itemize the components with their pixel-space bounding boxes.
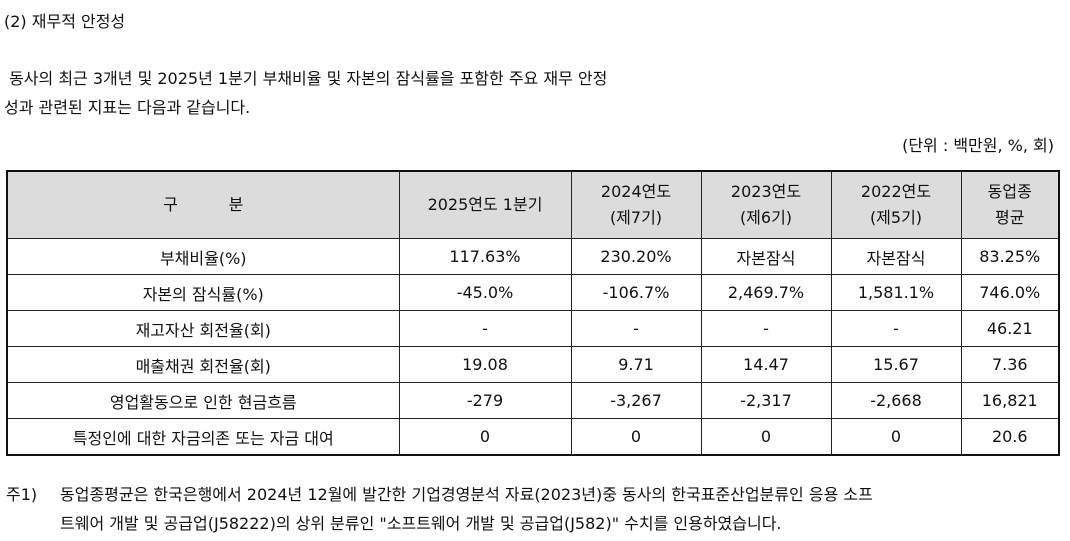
cell-industry-avg: 7.36 <box>960 346 1060 383</box>
intro-line-2: 성과 관련된 지표는 다음과 같습니다. <box>4 98 251 117</box>
table-row: 매출채권 회전율(회) 19.08 9.71 14.47 15.67 7.36 <box>6 346 1060 383</box>
header-2023-term: (제6기) <box>739 208 793 227</box>
cell-2023: -2,317 <box>700 382 832 419</box>
cell-2024: 0 <box>570 418 702 456</box>
section-heading: (2) 재무적 안정성 <box>4 12 126 31</box>
row-label: 재고자산 회전율(회) <box>6 310 400 347</box>
cell-2023: 0 <box>700 418 832 456</box>
cell-2025q1: -279 <box>398 382 572 419</box>
cell-2022: - <box>830 310 962 347</box>
header-2022: 2022연도 (제5기) <box>830 170 962 239</box>
cell-2023: 자본잠식 <box>700 238 832 275</box>
table-row: 영업활동으로 인한 현금흐름 -279 -3,267 -2,317 -2,668… <box>6 382 1060 419</box>
cell-2025q1: 0 <box>398 418 572 456</box>
header-2023-year: 2023연도 <box>730 182 802 201</box>
intro-paragraph: 동사의 최근 3개년 및 2025년 1분기 부채비율 및 자본의 잠식률을 포… <box>4 64 1064 122</box>
cell-2023: - <box>700 310 832 347</box>
header-2024-term: (제7기) <box>609 208 663 227</box>
table-row: 특정인에 대한 자금의존 또는 자금 대여 0 0 0 0 20.6 <box>6 418 1060 456</box>
header-2024-year: 2024연도 <box>600 182 672 201</box>
cell-industry-avg: 20.6 <box>960 418 1060 456</box>
cell-2023: 2,469.7% <box>700 274 832 311</box>
cell-2025q1: 19.08 <box>398 346 572 383</box>
table-row: 자본의 잠식률(%) -45.0% -106.7% 2,469.7% 1,581… <box>6 274 1060 311</box>
table-header-row: 구 분 2025연도 1분기 2024연도 (제7기) 2023연도 (제6기)… <box>6 170 1060 239</box>
cell-2022: -2,668 <box>830 382 962 419</box>
row-label: 매출채권 회전율(회) <box>6 346 400 383</box>
cell-2025q1: -45.0% <box>398 274 572 311</box>
header-industry-avg: 동업종 평균 <box>960 170 1060 239</box>
header-industry-avg-l2: 평균 <box>995 208 1025 227</box>
cell-2024: -106.7% <box>570 274 702 311</box>
intro-line-1: 동사의 최근 3개년 및 2025년 1분기 부채비율 및 자본의 잠식률을 포… <box>4 69 608 88</box>
row-label: 영업활동으로 인한 현금흐름 <box>6 382 400 419</box>
cell-2025q1: 117.63% <box>398 238 572 275</box>
header-category: 구 분 <box>6 170 400 239</box>
footnote-line-2: 트웨어 개발 및 공급업(J58222)의 상위 분류인 "소프트웨어 개발 및… <box>60 514 782 533</box>
cell-2022: 15.67 <box>830 346 962 383</box>
cell-2024: 9.71 <box>570 346 702 383</box>
header-2022-term: (제5기) <box>869 208 923 227</box>
cell-industry-avg: 83.25% <box>960 238 1060 275</box>
row-label: 부채비율(%) <box>6 238 400 275</box>
cell-2023: 14.47 <box>700 346 832 383</box>
cell-2024: - <box>570 310 702 347</box>
table-row: 재고자산 회전율(회) - - - - 46.21 <box>6 310 1060 347</box>
cell-industry-avg: 16,821 <box>960 382 1060 419</box>
header-2025q1: 2025연도 1분기 <box>398 170 572 239</box>
cell-2022: 자본잠식 <box>830 238 962 275</box>
cell-2022: 1,581.1% <box>830 274 962 311</box>
footnote-line-1: 동업종평균은 한국은행에서 2024년 12월에 발간한 기업경영분석 자료(2… <box>60 485 873 504</box>
header-2022-year: 2022연도 <box>860 182 932 201</box>
cell-2024: -3,267 <box>570 382 702 419</box>
table-row: 부채비율(%) 117.63% 230.20% 자본잠식 자본잠식 83.25% <box>6 238 1060 275</box>
cell-industry-avg: 46.21 <box>960 310 1060 347</box>
header-2024: 2024연도 (제7기) <box>570 170 702 239</box>
footnote-mark: 주1) <box>6 485 38 504</box>
cell-2024: 230.20% <box>570 238 702 275</box>
row-label: 자본의 잠식률(%) <box>6 274 400 311</box>
cell-industry-avg: 746.0% <box>960 274 1060 311</box>
footnote-body: 동업종평균은 한국은행에서 2024년 12월에 발간한 기업경영분석 자료(2… <box>60 480 1060 538</box>
header-industry-avg-l1: 동업종 <box>987 182 1032 201</box>
cell-2025q1: - <box>398 310 572 347</box>
header-2023: 2023연도 (제6기) <box>700 170 832 239</box>
row-label: 특정인에 대한 자금의존 또는 자금 대여 <box>6 418 400 456</box>
financial-stability-table: 구 분 2025연도 1분기 2024연도 (제7기) 2023연도 (제6기)… <box>6 170 1060 456</box>
cell-2022: 0 <box>830 418 962 456</box>
unit-label: (단위 : 백만원, %, 회) <box>902 136 1054 155</box>
